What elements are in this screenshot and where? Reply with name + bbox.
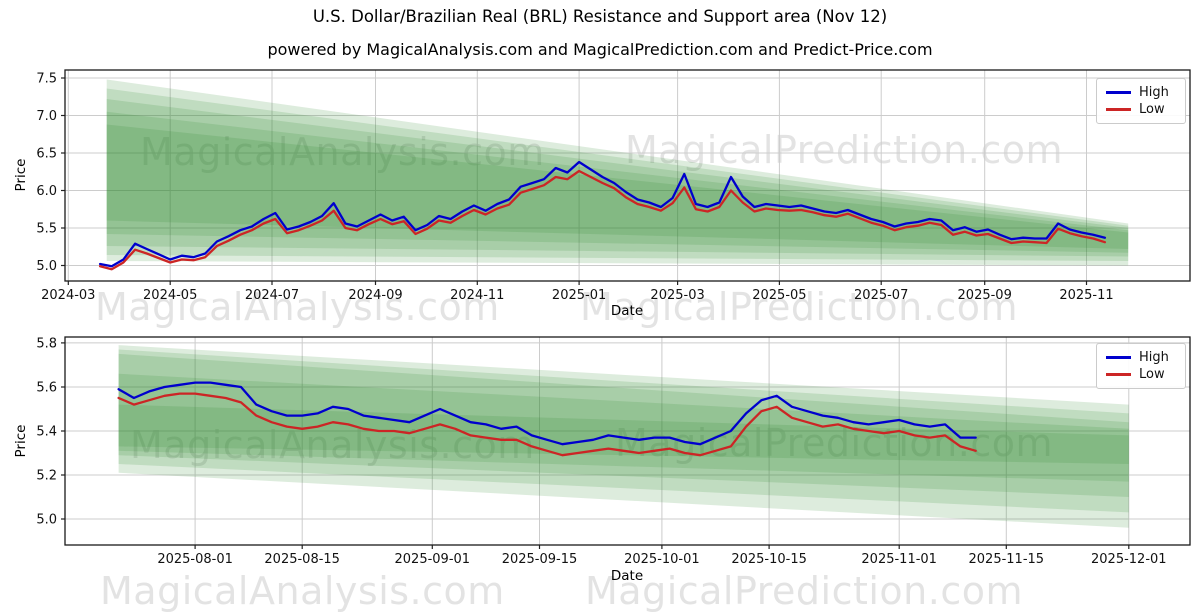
y-tick-label: 5.0 bbox=[36, 259, 57, 274]
high-line-swatch bbox=[1106, 91, 1131, 94]
support-resistance-bands bbox=[106, 79, 1129, 266]
watermark-text: MagicalAnalysis.com bbox=[130, 423, 535, 467]
legend-entry-low: Low bbox=[1106, 101, 1176, 118]
x-tick-label: 2024-03 bbox=[41, 288, 95, 303]
overview-chart: 2024-03 2024-05 2024-07 2024-09 2024-11 2025-… bbox=[36, 69, 1191, 304]
x-tick-label: 2025-03 bbox=[650, 288, 704, 303]
figure-subtitle: powered by MagicalAnalysis.com and Magic… bbox=[267, 40, 933, 59]
legend-entry-low: Low bbox=[1106, 366, 1176, 383]
recent-xlabel: Date bbox=[610, 568, 644, 584]
y-tick-label: 5.0 bbox=[36, 513, 57, 528]
x-tick-label: 2025-05 bbox=[752, 288, 806, 303]
overview-xlabel: Date bbox=[610, 303, 644, 319]
band-layer bbox=[106, 111, 1129, 253]
x-tick-label: 2025-10-15 bbox=[731, 552, 807, 567]
x-tick-label: 2024-07 bbox=[245, 288, 299, 303]
x-tick-label: 2024-11 bbox=[450, 288, 504, 303]
band-layer bbox=[106, 99, 1129, 257]
watermark-text: MagicalPrediction.com bbox=[580, 285, 1018, 329]
x-tick-label: 2025-10-01 bbox=[624, 552, 700, 567]
overview-ylabel: Price bbox=[13, 158, 29, 192]
support-resistance-bands bbox=[118, 345, 1129, 528]
axes-frame bbox=[64, 336, 1191, 546]
tick-marks bbox=[61, 342, 1130, 549]
tick-marks bbox=[61, 77, 1088, 285]
x-tick-label: 2025-09-15 bbox=[502, 552, 578, 567]
grid bbox=[65, 70, 1190, 281]
recent-ylabel: Price bbox=[13, 424, 29, 458]
recent-chart: 2025-08-01 2025-08-15 2025-09-01 2025-09-15… bbox=[36, 336, 1191, 567]
y-tick-label: 6.0 bbox=[36, 184, 57, 199]
x-tick-label: 2025-12-01 bbox=[1091, 552, 1167, 567]
y-tick-label: 6.5 bbox=[36, 147, 57, 162]
high-line-swatch bbox=[1106, 356, 1131, 359]
x-tick-label: 2025-09-01 bbox=[395, 552, 471, 567]
legend-label-high: High bbox=[1139, 350, 1169, 365]
low-line-swatch bbox=[1106, 108, 1131, 111]
band-layer bbox=[118, 353, 1129, 497]
legend-entry-high: High bbox=[1106, 84, 1176, 101]
legend-label-high: High bbox=[1139, 85, 1169, 100]
figure: U.S. Dollar/Brazilian Real (BRL) Resista… bbox=[13, 7, 1191, 613]
overview-legend: High Low bbox=[1096, 78, 1186, 124]
y-tick-label: 5.4 bbox=[36, 425, 57, 440]
figure-title: U.S. Dollar/Brazilian Real (BRL) Resista… bbox=[312, 7, 888, 26]
x-tick-label: 2025-07 bbox=[854, 288, 908, 303]
legend-entry-high: High bbox=[1106, 349, 1176, 366]
band-layer bbox=[118, 404, 1129, 464]
watermark-text: MagicalAnalysis.com bbox=[95, 285, 500, 329]
watermark-text: MagicalPrediction.com bbox=[625, 128, 1063, 172]
tick-labels: 2025-08-01 2025-08-15 2025-09-01 2025-09-15… bbox=[36, 336, 1166, 567]
tick-labels: 2024-03 2024-05 2024-07 2024-09 2024-11 2025-… bbox=[36, 72, 1113, 304]
axes-frame bbox=[64, 69, 1191, 282]
band-layer bbox=[118, 373, 1129, 482]
x-tick-label: 2024-05 bbox=[143, 288, 197, 303]
charts-canvas: 2024-03 2024-05 2024-07 2024-09 2024-11 2025-… bbox=[36, 69, 1191, 567]
y-tick-label: 5.2 bbox=[36, 469, 57, 484]
x-tick-label: 2025-08-15 bbox=[264, 552, 340, 567]
x-tick-label: 2024-09 bbox=[348, 288, 402, 303]
low-line-swatch bbox=[1106, 373, 1131, 376]
band-layer bbox=[118, 349, 1129, 513]
y-tick-label: 5.5 bbox=[36, 222, 57, 237]
x-tick-label: 2025-01 bbox=[552, 288, 606, 303]
high-line bbox=[117, 381, 977, 446]
x-tick-label: 2025-09 bbox=[958, 288, 1012, 303]
y-tick-label: 5.8 bbox=[36, 336, 57, 351]
recent-legend: High Low bbox=[1096, 343, 1186, 389]
y-tick-label: 7.5 bbox=[36, 72, 57, 87]
low-line bbox=[98, 169, 1107, 271]
x-tick-label: 2025-11 bbox=[1059, 288, 1113, 303]
y-tick-label: 5.6 bbox=[36, 381, 57, 396]
x-tick-label: 2025-11-15 bbox=[969, 552, 1045, 567]
high-line bbox=[98, 160, 1107, 268]
x-tick-label: 2025-08-01 bbox=[157, 552, 233, 567]
legend-label-low: Low bbox=[1139, 367, 1165, 382]
x-tick-label: 2025-11-01 bbox=[861, 552, 937, 567]
low-line bbox=[117, 392, 977, 457]
legend-label-low: Low bbox=[1139, 102, 1165, 117]
y-tick-label: 7.0 bbox=[36, 109, 57, 124]
band-layer bbox=[106, 88, 1129, 261]
